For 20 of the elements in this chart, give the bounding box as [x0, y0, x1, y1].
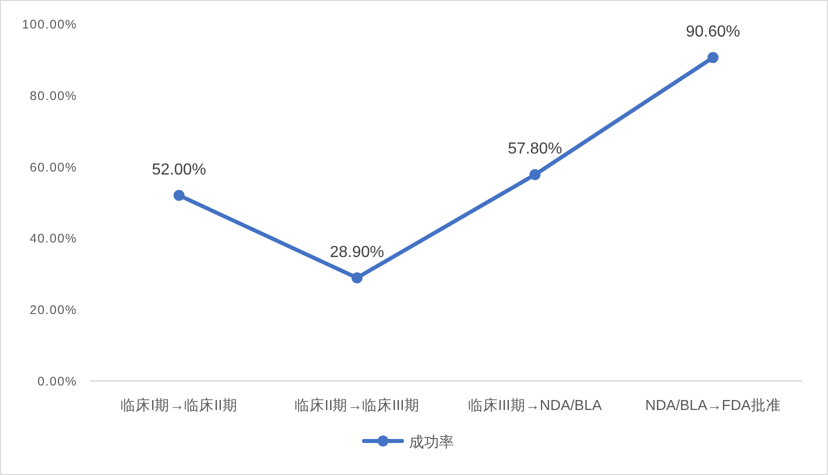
point [530, 169, 540, 180]
legend: 成功率 [362, 434, 454, 451]
y-tick-label: 60.00% [30, 160, 77, 174]
y-tick-label: 80.00% [30, 88, 77, 103]
data-label: 52.00% [152, 161, 206, 178]
y-tick-label: 100.00% [22, 18, 77, 32]
legend-label: 成功率 [409, 434, 454, 451]
y-tick-label: 20.00% [30, 303, 77, 318]
point [174, 190, 184, 201]
x-tick-label: NDA/BLA→FDA批准 [645, 397, 781, 414]
y-tick-label: 40.00% [30, 232, 77, 246]
point [352, 272, 362, 284]
x-tick-label: 临床III期→NDA/BLA [468, 397, 602, 414]
data-label: 90.60% [686, 24, 740, 41]
y-tick-label: 0.00% [38, 374, 77, 388]
x-tick-label: 临床II期→临床III期 [294, 397, 420, 414]
data-label: 57.80% [508, 140, 562, 158]
x-tick-label: 临床I期→临床II期 [120, 397, 238, 414]
point [708, 52, 718, 64]
data-label: 28.90% [330, 244, 384, 261]
